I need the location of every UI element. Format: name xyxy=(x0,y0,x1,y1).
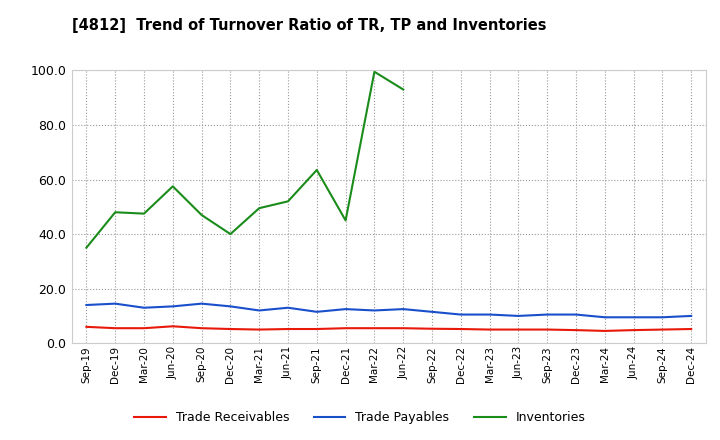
Line: Inventories: Inventories xyxy=(86,72,403,248)
Trade Receivables xyxy=(399,326,408,331)
Inventories xyxy=(226,231,235,237)
Trade Receivables xyxy=(658,327,667,332)
Trade Payables xyxy=(341,306,350,312)
Trade Receivables xyxy=(168,324,177,329)
Trade Receivables xyxy=(111,326,120,331)
Trade Payables xyxy=(284,305,292,310)
Trade Payables xyxy=(197,301,206,306)
Line: Trade Receivables: Trade Receivables xyxy=(86,326,691,331)
Trade Receivables xyxy=(284,326,292,332)
Trade Receivables xyxy=(197,326,206,331)
Trade Payables xyxy=(629,315,638,320)
Trade Receivables xyxy=(370,326,379,331)
Trade Payables xyxy=(687,313,696,319)
Text: [4812]  Trend of Turnover Ratio of TR, TP and Inventories: [4812] Trend of Turnover Ratio of TR, TP… xyxy=(72,18,546,33)
Legend: Trade Receivables, Trade Payables, Inventories: Trade Receivables, Trade Payables, Inven… xyxy=(130,407,590,429)
Inventories xyxy=(111,209,120,215)
Inventories xyxy=(82,245,91,250)
Trade Payables xyxy=(543,312,552,317)
Trade Payables xyxy=(456,312,465,317)
Trade Receivables xyxy=(82,324,91,330)
Inventories xyxy=(140,211,148,216)
Trade Receivables xyxy=(312,326,321,332)
Inventories xyxy=(370,69,379,74)
Trade Payables xyxy=(111,301,120,306)
Trade Payables xyxy=(255,308,264,313)
Trade Receivables xyxy=(456,326,465,332)
Trade Receivables xyxy=(687,326,696,332)
Inventories xyxy=(399,87,408,92)
Trade Payables xyxy=(428,309,436,315)
Trade Receivables xyxy=(428,326,436,331)
Trade Payables xyxy=(658,315,667,320)
Inventories xyxy=(197,213,206,218)
Inventories xyxy=(284,199,292,204)
Trade Receivables xyxy=(341,326,350,331)
Trade Payables xyxy=(514,313,523,319)
Trade Payables xyxy=(82,302,91,308)
Trade Payables xyxy=(226,304,235,309)
Trade Payables xyxy=(572,312,580,317)
Trade Receivables xyxy=(226,326,235,332)
Trade Receivables xyxy=(572,327,580,333)
Trade Receivables xyxy=(543,327,552,332)
Trade Receivables xyxy=(629,327,638,333)
Trade Receivables xyxy=(140,326,148,331)
Inventories xyxy=(255,205,264,211)
Trade Receivables xyxy=(485,327,494,332)
Trade Payables xyxy=(370,308,379,313)
Inventories xyxy=(341,218,350,223)
Trade Receivables xyxy=(600,328,609,334)
Inventories xyxy=(168,184,177,189)
Trade Payables xyxy=(140,305,148,310)
Trade Receivables xyxy=(255,327,264,332)
Trade Receivables xyxy=(514,327,523,332)
Trade Payables xyxy=(312,309,321,315)
Line: Trade Payables: Trade Payables xyxy=(86,304,691,317)
Inventories xyxy=(312,167,321,172)
Trade Payables xyxy=(485,312,494,317)
Trade Payables xyxy=(600,315,609,320)
Trade Payables xyxy=(399,306,408,312)
Trade Payables xyxy=(168,304,177,309)
